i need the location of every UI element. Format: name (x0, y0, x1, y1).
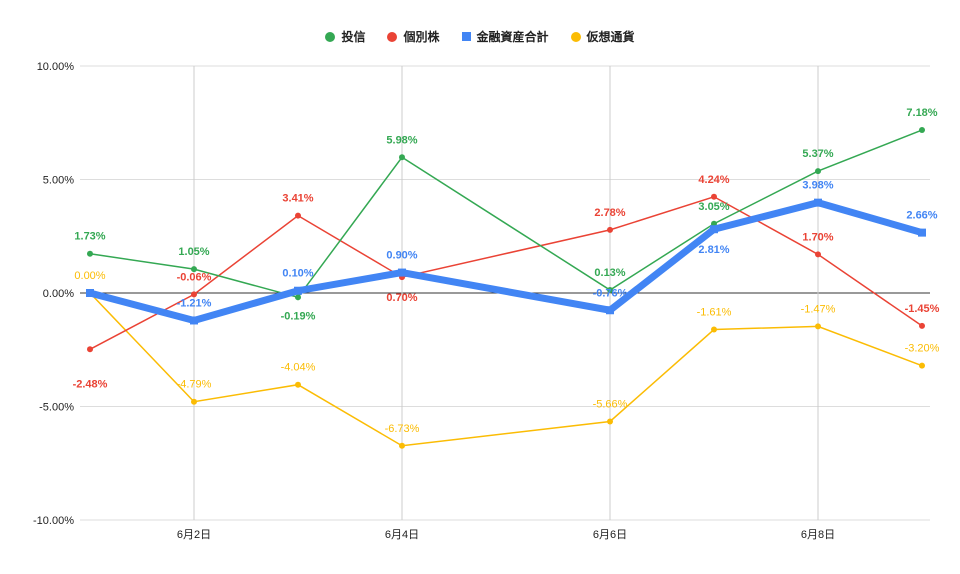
data-point (711, 326, 717, 333)
data-point (294, 286, 302, 295)
data-label: -1.61% (697, 307, 732, 319)
data-label: -4.79% (177, 379, 212, 391)
data-label: -1.21% (177, 297, 212, 309)
data-point (918, 228, 926, 237)
legend-label: 個別株 (403, 30, 440, 44)
data-label: 1.70% (802, 231, 833, 243)
data-label: 0.13% (594, 267, 625, 279)
data-point (919, 127, 925, 134)
data-label: -0.19% (281, 310, 316, 322)
data-point (607, 287, 613, 294)
data-point (295, 381, 301, 388)
data-label: 0.90% (386, 250, 417, 262)
data-label: -1.45% (905, 303, 940, 315)
data-point (399, 154, 405, 161)
x-tick-label: 6月6日 (593, 529, 627, 541)
legend-item-kobetsukabu[interactable]: 個別株 (387, 28, 440, 45)
legend-item-toushin[interactable]: 投信 (325, 28, 365, 45)
data-point (190, 316, 198, 325)
data-point (87, 250, 93, 257)
legend-label: 金融資産合計 (476, 30, 549, 44)
data-label: 2.81% (698, 244, 729, 256)
data-point (191, 266, 197, 273)
data-point (919, 362, 925, 369)
data-label: 5.37% (802, 148, 833, 160)
data-point (814, 198, 822, 207)
series-line-2 (89, 199, 923, 325)
data-label: 0.10% (282, 268, 313, 280)
data-point (607, 226, 613, 233)
data-point (607, 418, 613, 425)
y-tick-label: 0.00% (43, 288, 74, 300)
data-label: 7.18% (906, 107, 937, 119)
data-label: 5.98% (386, 134, 417, 146)
data-point (606, 306, 614, 315)
legend-marker-icon (461, 32, 471, 41)
data-label: 0.00% (74, 270, 105, 282)
data-label: -6.73% (385, 423, 420, 435)
y-tick-label: -5.00% (39, 402, 74, 414)
data-point (815, 168, 821, 175)
data-label: -4.04% (281, 362, 316, 374)
data-point (710, 225, 718, 234)
data-label: -5.66% (593, 398, 628, 410)
data-label: 2.78% (594, 207, 625, 219)
legend-marker-icon (387, 31, 398, 42)
data-point (86, 289, 94, 297)
x-tick-label: 6月8日 (801, 529, 835, 541)
x-tick-label: 6月4日 (385, 529, 419, 541)
series-line-3 (89, 292, 923, 447)
data-label: 4.24% (698, 174, 729, 186)
data-label: 3.98% (802, 180, 833, 192)
data-label: 1.05% (178, 246, 209, 258)
data-point (919, 322, 925, 329)
data-point (191, 398, 197, 405)
legend: 投信 個別株 金融資産合計 仮想通貨 (0, 28, 960, 45)
legend-item-total-assets[interactable]: 金融資産合計 (461, 28, 549, 45)
data-point (711, 193, 717, 200)
data-label: -2.48% (73, 378, 108, 390)
data-point (295, 212, 301, 219)
x-tick-label: 6月2日 (177, 529, 211, 541)
data-point (295, 294, 301, 301)
data-label: -0.06% (177, 271, 212, 283)
data-label: -1.47% (801, 303, 836, 315)
data-label: 3.41% (282, 193, 313, 205)
y-tick-label: 5.00% (43, 175, 74, 187)
series-line-1 (89, 195, 923, 350)
legend-item-crypto[interactable]: 仮想通貨 (570, 28, 635, 45)
data-point (398, 268, 406, 277)
legend-label: 投信 (341, 30, 366, 44)
data-label: 0.70% (386, 292, 417, 304)
legend-marker-icon (570, 31, 581, 42)
data-label: 2.66% (906, 210, 937, 222)
legend-label: 仮想通貨 (586, 30, 635, 44)
data-label: 1.73% (74, 231, 105, 243)
data-label: -3.20% (905, 343, 940, 355)
data-point (815, 323, 821, 330)
data-label: -0.76% (593, 287, 628, 299)
y-tick-label: 10.00% (37, 61, 75, 73)
data-point (815, 251, 821, 258)
legend-marker-icon (325, 31, 336, 42)
data-point (399, 442, 405, 449)
data-point (87, 346, 93, 353)
series-line-0 (89, 129, 923, 299)
y-tick-label: -10.00% (33, 515, 74, 527)
data-point (191, 291, 197, 298)
data-label: 3.05% (698, 201, 729, 213)
